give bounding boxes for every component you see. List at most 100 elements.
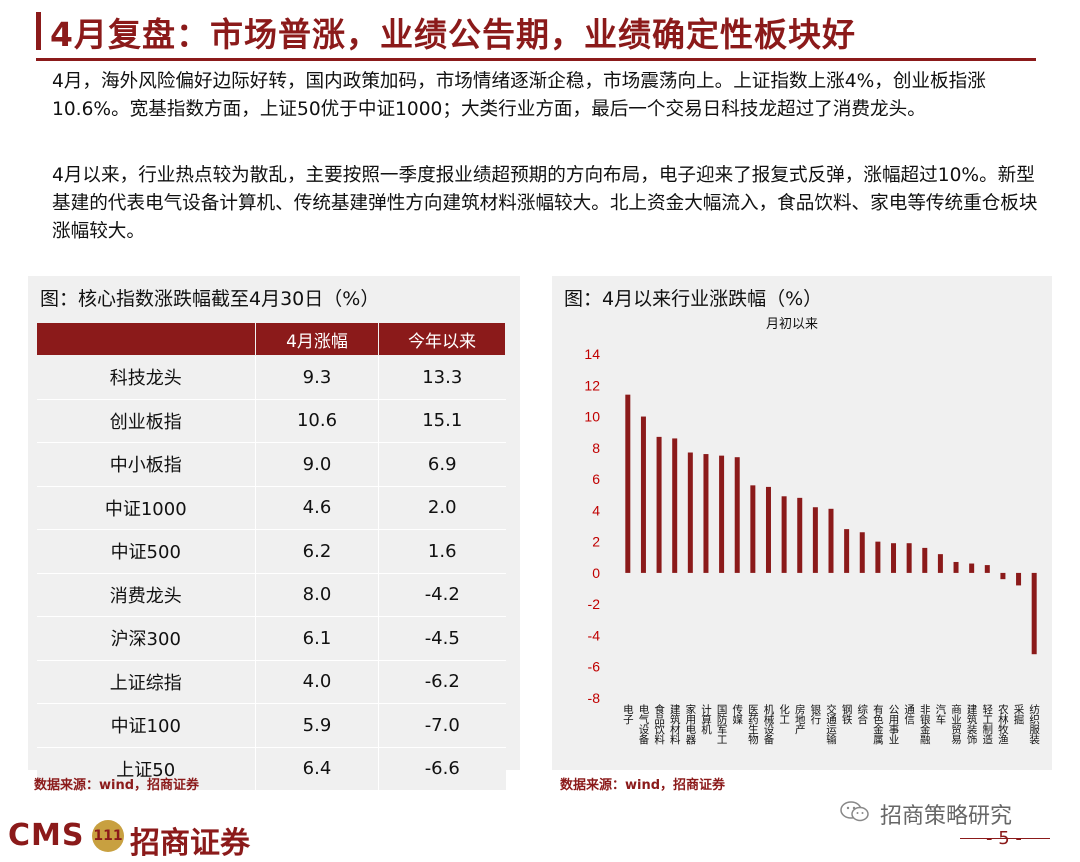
- title-divider: [36, 58, 1036, 61]
- chart-bar: [719, 455, 725, 573]
- wechat-account-name: 招商策略研究: [880, 804, 1013, 829]
- april-change-cell: 4.0: [255, 659, 379, 704]
- ytd-change-cell: 1.6: [378, 529, 506, 574]
- summary-paragraph-1: 4月，海外风险偏好边际好转，国内政策加码，市场情绪逐渐企稳，市场震荡向上。上证指…: [52, 71, 986, 120]
- ytd-change-cell: -4.2: [378, 572, 506, 617]
- x-category-label: 传媒: [731, 704, 743, 725]
- table-row: 中证500 6.2 1.6: [36, 529, 506, 574]
- april-change-cell: 6.2: [255, 529, 379, 574]
- april-change-cell: 6.1: [255, 616, 379, 661]
- table-row: 上证50 6.4 -6.6: [36, 746, 506, 791]
- x-category-label: 房地产: [794, 703, 806, 735]
- x-category-label: 采掘: [1013, 704, 1025, 725]
- x-category-label: 通信: [903, 704, 915, 725]
- index-name-cell: 上证50: [36, 746, 256, 791]
- wechat-account: 招商策略研究: [840, 798, 1060, 829]
- x-category-label: 国防军工: [716, 704, 728, 744]
- april-change-cell: 4.6: [255, 485, 379, 530]
- chart-bar: [1016, 572, 1022, 586]
- y-tick-label: -4: [588, 627, 601, 643]
- ytd-change-cell: -4.5: [378, 616, 506, 661]
- index-name-cell: 中小板指: [36, 442, 256, 487]
- index-table: 4月涨幅 今年以来 科技龙头 9.3 13.3 创业板指 10.6 15.1 中小板指 9.0…: [36, 322, 506, 791]
- x-category-label: 综合: [856, 703, 868, 725]
- ytd-change-cell: 2.0: [378, 485, 506, 530]
- page-title-block: 4月复盘：市场普涨，业绩公告期，业绩确定性板块好: [36, 8, 1048, 54]
- april-change-cell: 9.0: [255, 442, 379, 487]
- chart-bar: [875, 541, 881, 573]
- y-tick-label: 4: [592, 502, 600, 518]
- page-number: - 5 -: [986, 828, 1022, 849]
- ytd-change-cell: 6.9: [378, 442, 506, 487]
- chart-bar: [781, 496, 787, 573]
- chart-bar: [828, 508, 834, 573]
- industry-chart-panel: 图：4月以来行业涨跌幅（%） 月初以来 -8 -6 -4 -2 0 2 4 6 8 10 12 14 电子…: [552, 276, 1052, 770]
- index-name-cell: 创业板指: [36, 398, 256, 443]
- index-name-cell: 消费龙头: [36, 572, 256, 617]
- chart-title: 月初以来: [766, 317, 818, 332]
- chart-bar: [765, 486, 771, 573]
- page-number-rule: [960, 838, 1050, 839]
- x-category-label: 计算机: [700, 703, 712, 735]
- x-category-label: 农林牧渔: [997, 703, 1009, 745]
- source-note-left: 数据来源：wind，招商证券: [34, 778, 200, 793]
- x-category-label: 钢铁: [841, 703, 853, 725]
- april-change-cell: 10.6: [255, 398, 379, 443]
- y-tick-label: 14: [584, 346, 600, 362]
- chart-bar: [891, 543, 897, 573]
- chart-bar: [687, 452, 693, 573]
- table-row: 中证1000 4.6 2.0: [36, 485, 506, 530]
- index-table-body: 科技龙头 9.3 13.3 创业板指 10.6 15.1 中小板指 9.0 6.9 中证1000 4…: [36, 355, 506, 791]
- chart-bar: [812, 507, 818, 573]
- summary-paragraph-2: 4月以来，行业热点较为散乱，主要按照一季度报业绩超预期的方向布局，电子迎来了报复…: [52, 165, 1038, 242]
- x-category-label: 银行: [809, 703, 821, 725]
- x-category-label: 家用电器: [684, 703, 696, 745]
- x-category-label: 机械设备: [762, 703, 774, 745]
- x-category-label: 非银金融: [919, 704, 931, 745]
- table-row: 消费龙头 8.0 -4.2: [36, 572, 506, 617]
- x-category-label: 电子: [622, 703, 634, 724]
- table-row: 中小板指 9.0 6.9: [36, 442, 506, 487]
- chart-bar: [953, 561, 959, 573]
- y-tick-label: 10: [584, 409, 600, 425]
- x-category-label: 化工: [778, 703, 790, 724]
- industry-bar-chart: 月初以来 -8 -6 -4 -2 0 2 4 6 8 10 12 14 电子 电气设备 食品饮料 建筑材料 家用电…: [584, 317, 1040, 745]
- index-name-cell: 中证100: [36, 703, 256, 748]
- y-tick-label: 12: [584, 377, 600, 393]
- chart-bar: [859, 532, 865, 573]
- header-index-name: [36, 322, 256, 356]
- index-name-cell: 沪深300: [36, 616, 256, 661]
- title-accent-bar: [36, 12, 41, 50]
- cms-logo-text: CMS: [8, 818, 85, 853]
- x-category-label: 医药生物: [747, 704, 759, 745]
- chart-bar: [969, 563, 975, 573]
- ytd-change-cell: 15.1: [378, 398, 506, 443]
- index-name-cell: 科技龙头: [36, 355, 256, 400]
- industry-chart-title: 图：4月以来行业涨跌幅（%）: [564, 288, 823, 310]
- table-row: 中证100 5.9 -7.0: [36, 703, 506, 748]
- x-category-label: 电气设备: [637, 703, 649, 745]
- table-row: 沪深300 6.1 -4.5: [36, 616, 506, 661]
- x-category-label: 轻工制造: [981, 703, 993, 744]
- header-april-change: 4月涨幅: [255, 322, 379, 356]
- y-tick-label: -6: [588, 659, 601, 675]
- april-change-cell: 9.3: [255, 355, 379, 400]
- chart-bar: [656, 436, 662, 573]
- ytd-change-cell: -7.0: [378, 703, 506, 748]
- x-category-label: 汽车: [934, 703, 946, 725]
- chart-bar: [672, 438, 678, 573]
- april-change-cell: 5.9: [255, 703, 379, 748]
- chart-bar: [922, 547, 928, 573]
- company-name-logo: 招商证券: [130, 826, 250, 861]
- y-tick-label: 2: [592, 534, 600, 550]
- index-name-cell: 中证500: [36, 529, 256, 574]
- x-category-label: 商业贸易: [950, 703, 962, 745]
- chart-bar: [1000, 572, 1006, 580]
- chart-bar: [906, 543, 912, 573]
- table-header-row: 4月涨幅 今年以来: [36, 322, 506, 356]
- chart-bar: [734, 457, 740, 573]
- source-note-right: 数据来源：wind，招商证券: [560, 778, 726, 793]
- ytd-change-cell: -6.2: [378, 659, 506, 704]
- index-table-title: 图：核心指数涨跌幅截至4月30日（%）: [40, 288, 380, 310]
- chart-bar: [937, 554, 943, 573]
